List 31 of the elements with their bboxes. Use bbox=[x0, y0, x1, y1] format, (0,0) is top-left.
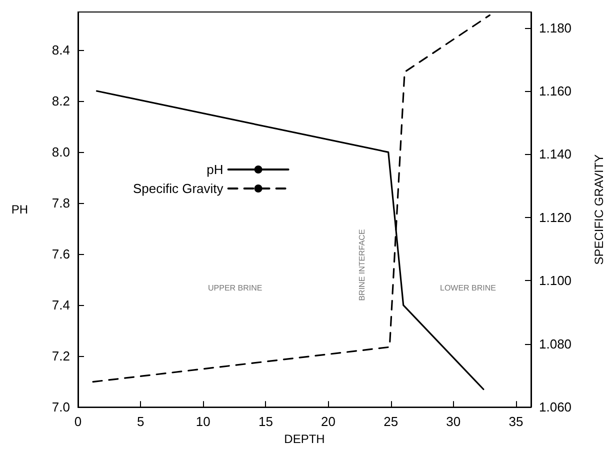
y2-tick-label: 1.060 bbox=[539, 400, 572, 415]
legend-label: pH bbox=[206, 162, 224, 177]
y-tick-label: 7.8 bbox=[52, 196, 70, 211]
x-tick-label: 0 bbox=[74, 414, 82, 430]
y2-axis-title: SPECIFIC GRAVITY bbox=[592, 154, 606, 265]
annotation: UPPER BRINE bbox=[208, 284, 262, 292]
x-tick-label: 10 bbox=[196, 414, 210, 430]
y-tick-label: 7.0 bbox=[52, 400, 70, 415]
x-tick-label: 20 bbox=[321, 414, 336, 430]
y-tick-label: 8.4 bbox=[52, 42, 70, 58]
y-tick-label: 7.4 bbox=[52, 298, 70, 313]
y2-tick-label: 1.120 bbox=[539, 210, 572, 225]
annotation: LOWER BRINE bbox=[440, 284, 496, 292]
y-tick-label: 8.2 bbox=[52, 94, 70, 109]
x-tick-label: 35 bbox=[508, 414, 524, 430]
x-tick-label: 30 bbox=[446, 414, 461, 430]
y-axis-title: PH bbox=[11, 202, 28, 217]
x-tick-label: 5 bbox=[136, 414, 144, 430]
annotation: BRINE INTERFACE bbox=[358, 229, 366, 301]
y-tick-label: 7.6 bbox=[52, 246, 70, 262]
x-axis-title: DEPTH bbox=[284, 432, 325, 446]
y-tick-label: 8.0 bbox=[52, 144, 70, 160]
y2-tick-label: 1.140 bbox=[539, 146, 572, 162]
y2-tick-label: 1.100 bbox=[539, 273, 572, 288]
y2-tick-label: 1.160 bbox=[539, 84, 572, 99]
x-tick-label: 25 bbox=[384, 414, 398, 430]
x-tick-label: 15 bbox=[258, 414, 273, 430]
y-tick-label: 7.2 bbox=[52, 348, 70, 364]
legend-label: Specific Gravity bbox=[132, 181, 224, 196]
y2-tick-label: 1.080 bbox=[539, 336, 572, 352]
y2-tick-label: 1.180 bbox=[539, 20, 572, 36]
